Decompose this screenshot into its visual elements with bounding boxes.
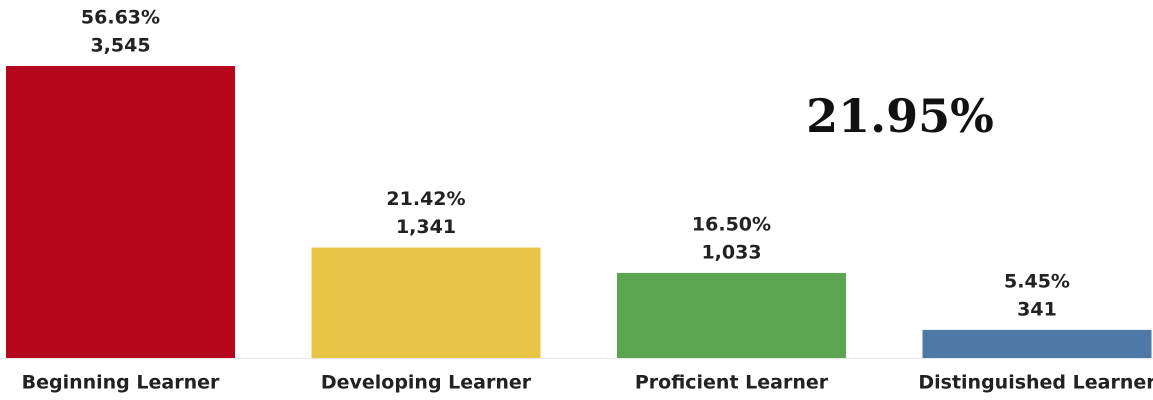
x-tick-label: Distinguished Learner (918, 372, 1153, 394)
bar (311, 247, 541, 358)
value-label: 56.63% (81, 7, 160, 29)
count-label: 3,545 (90, 35, 150, 57)
bar (617, 272, 846, 358)
count-label: 1,033 (701, 241, 761, 263)
count-label: 1,341 (396, 216, 456, 238)
annotation: 21.95% (806, 89, 994, 143)
bar (6, 66, 235, 358)
x-tick-label: Developing Learner (321, 372, 532, 394)
value-label: 21.42% (386, 188, 465, 210)
value-label: 5.45% (1004, 270, 1070, 292)
bar (922, 329, 1152, 358)
count-label: 341 (1017, 298, 1057, 320)
x-tick-label: Beginning Learner (22, 372, 220, 394)
value-label: 16.50% (692, 213, 771, 235)
x-tick-label: Proficient Learner (635, 372, 829, 394)
